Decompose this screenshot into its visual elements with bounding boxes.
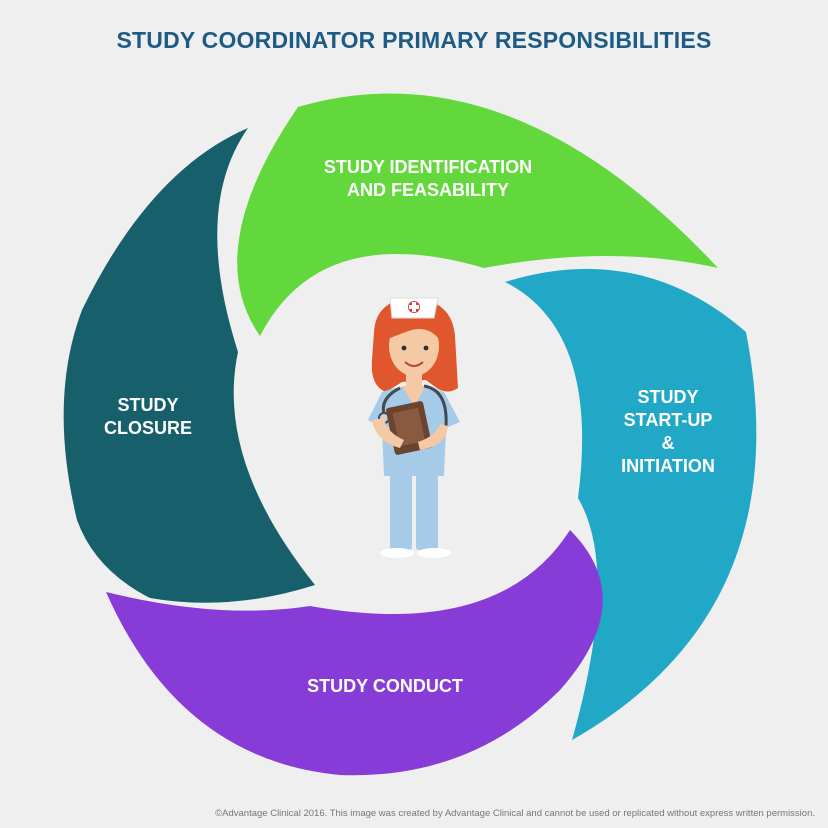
label-conduct: STUDY CONDUCT — [307, 676, 463, 696]
segment-conduct — [106, 530, 603, 776]
label-identification: STUDY IDENTIFICATION AND FEASABILITY — [323, 157, 533, 200]
segment-startup — [505, 268, 757, 740]
copyright-notice: ©Advantage Clinical 2016. This image was… — [215, 808, 815, 819]
segment-closure — [63, 128, 316, 603]
label-startup: STUDY START-UP & INITIATION — [621, 387, 715, 476]
nurse-illustration — [368, 297, 460, 558]
diagram-title: STUDY COORDINATOR PRIMARY RESPONSIBILITI… — [116, 27, 712, 53]
segment-identification — [237, 93, 718, 336]
label-closure: STUDY CLOSURE — [103, 395, 192, 438]
